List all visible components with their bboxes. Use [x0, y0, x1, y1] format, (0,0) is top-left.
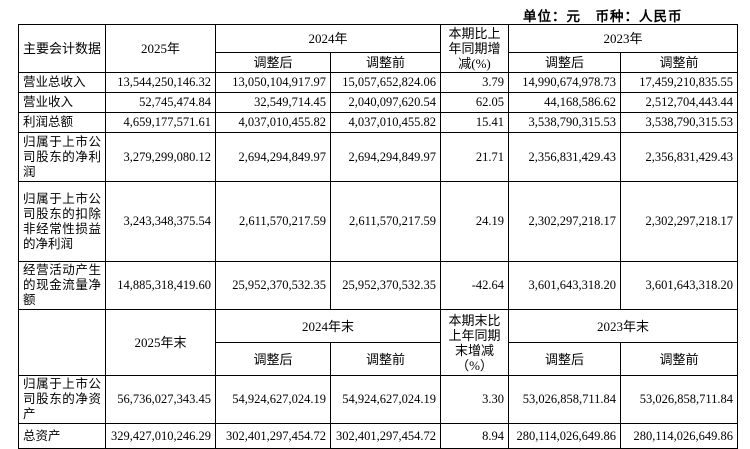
header-2024-adjusted: 调整后	[215, 342, 331, 376]
cell-2024-original: 54,924,627,024.19	[329, 375, 442, 424]
header-2023-original: 调整前	[620, 52, 739, 73]
cell-2024-original: 2,694,294,849.97	[329, 132, 442, 182]
cell-2023-original: 2,512,704,443.44	[620, 92, 739, 113]
header-2024-adjusted: 调整后	[215, 52, 331, 73]
row-label: 归属于上市公司股东的净利润	[18, 132, 106, 182]
cell-2023-original: 3,601,643,318.20	[620, 261, 739, 310]
cell-change: 15.41	[440, 112, 510, 133]
header-metric-label: 主要会计数据	[18, 24, 106, 73]
cell-change: 8.94	[440, 423, 510, 449]
row-label: 总资产	[18, 423, 106, 449]
cell-2025: 13,544,250,146.32	[105, 72, 216, 93]
cell-2024-adjusted: 2,611,570,217.59	[215, 181, 331, 262]
cell-change: 3.79	[440, 72, 510, 93]
cell-change: 62.05	[440, 92, 510, 113]
cell-2024-original: 2,040,097,620.54	[329, 92, 442, 113]
row-label: 利润总额	[18, 112, 106, 133]
table-row: 归属于上市公司股东的净利润 3,279,299,080.12 2,694,294…	[18, 132, 739, 182]
header-2024-original: 调整前	[329, 342, 442, 376]
cell-2024-adjusted: 4,037,010,455.82	[215, 112, 331, 133]
table-row: 归属于上市公司股东的扣除非经常性损益的净利润 3,243,348,375.54 …	[18, 181, 739, 262]
table-row: 经营活动产生的现金流量净额 14,885,318,419.60 25,952,3…	[18, 261, 739, 310]
table-row: 营业收入 52,745,474.84 32,549,714.45 2,040,0…	[18, 92, 739, 113]
table-row: 总资产 329,427,010,246.29 302,401,297,454.7…	[18, 423, 739, 449]
cell-2023-adjusted: 2,356,831,429.43	[508, 132, 622, 182]
row-label: 归属于上市公司股东的净资产	[18, 375, 106, 424]
cell-2025: 329,427,010,246.29	[105, 423, 216, 449]
income-header-row-1: 主要会计数据 2025年 2024年 本期比上年同期增减(%) 2023年	[18, 23, 739, 73]
cell-2025: 4,659,177,571.61	[105, 112, 216, 133]
header-yearend-2023: 2023年末	[508, 309, 739, 343]
cell-2023-adjusted: 2,302,297,218.17	[508, 181, 622, 262]
cell-2024-adjusted: 13,050,104,917.97	[215, 72, 331, 93]
cell-2023-adjusted: 44,168,586.62	[508, 92, 622, 113]
cell-2025: 3,279,299,080.12	[105, 132, 216, 182]
cell-2024-original: 25,952,370,532.35	[329, 261, 442, 310]
balance-header-row-2: 调整后 调整前 调整后 调整前	[19, 342, 739, 376]
balance-header-row-1: 2025年末 2024年末 本期末比上年同期末增减（%） 2023年末	[18, 309, 739, 376]
cell-2025: 52,745,474.84	[105, 92, 216, 113]
header-yearend-change: 本期末比上年同期末增减（%）	[440, 309, 510, 376]
key-accounting-data-table: 主要会计数据 2025年 2024年 本期比上年同期增减(%) 2023年 调整…	[18, 23, 739, 449]
cell-2024-adjusted: 25,952,370,532.35	[215, 261, 331, 310]
cell-2024-adjusted: 302,401,297,454.72	[215, 423, 331, 449]
cell-2025: 3,243,348,375.54	[105, 181, 216, 262]
cell-2023-original: 2,356,831,429.43	[620, 132, 739, 182]
cell-2025: 14,885,318,419.60	[105, 261, 216, 310]
table-row: 营业总收入 13,544,250,146.32 13,050,104,917.9…	[18, 72, 739, 93]
cell-change: 24.19	[440, 181, 510, 262]
cell-2023-original: 53,026,858,711.84	[620, 375, 739, 424]
row-label: 经营活动产生的现金流量净额	[18, 261, 106, 310]
cell-2024-adjusted: 2,694,294,849.97	[215, 132, 331, 182]
table-row: 归属于上市公司股东的净资产 56,736,027,343.45 54,924,6…	[18, 375, 739, 424]
cell-2023-adjusted: 3,538,790,315.53	[508, 112, 622, 133]
header-year-2025: 2025年	[105, 24, 216, 73]
table-row: 利润总额 4,659,177,571.61 4,037,010,455.82 4…	[18, 112, 739, 133]
cell-2025: 56,736,027,343.45	[105, 375, 216, 424]
cell-2023-adjusted: 53,026,858,711.84	[508, 375, 622, 424]
cell-2023-adjusted: 14,990,674,978.73	[508, 72, 622, 93]
header-yearend-2025: 2025年末	[105, 309, 216, 376]
cell-change: 3.30	[440, 375, 510, 424]
cell-2023-original: 280,114,026,649.86	[620, 423, 739, 449]
cell-2024-original: 15,057,652,824.06	[329, 72, 442, 93]
row-label: 归属于上市公司股东的扣除非经常性损益的净利润	[18, 181, 106, 262]
header-year-2024: 2024年	[214, 23, 442, 54]
header-2023-adjusted: 调整后	[508, 342, 622, 376]
unit-currency-note: 单位：元 币种：人民币	[523, 9, 683, 24]
cell-2023-adjusted: 3,601,643,318.20	[508, 261, 622, 310]
cell-change: 21.71	[440, 132, 510, 182]
header-empty-cell	[18, 309, 106, 376]
header-yoy-change: 本期比上年同期增减(%)	[440, 24, 510, 73]
cell-2024-adjusted: 54,924,627,024.19	[215, 375, 331, 424]
cell-2023-adjusted: 280,114,026,649.86	[508, 423, 622, 449]
header-2023-adjusted: 调整后	[508, 52, 622, 73]
cell-2024-adjusted: 32,549,714.45	[215, 92, 331, 113]
cell-2023-original: 17,459,210,835.55	[620, 72, 739, 93]
cell-2023-original: 2,302,297,218.17	[620, 181, 739, 262]
cell-2024-original: 4,037,010,455.82	[329, 112, 442, 133]
cell-2023-original: 3,538,790,315.53	[620, 112, 739, 133]
header-year-2023: 2023年	[508, 23, 739, 54]
header-2024-original: 调整前	[329, 52, 442, 73]
header-yearend-2024: 2024年末	[214, 309, 442, 343]
header-2023-original: 调整前	[620, 342, 739, 376]
row-label: 营业收入	[18, 92, 106, 113]
row-label: 营业总收入	[18, 72, 106, 93]
cell-change: -42.64	[440, 261, 510, 310]
cell-2024-original: 2,611,570,217.59	[329, 181, 442, 262]
cell-2024-original: 302,401,297,454.72	[329, 423, 442, 449]
